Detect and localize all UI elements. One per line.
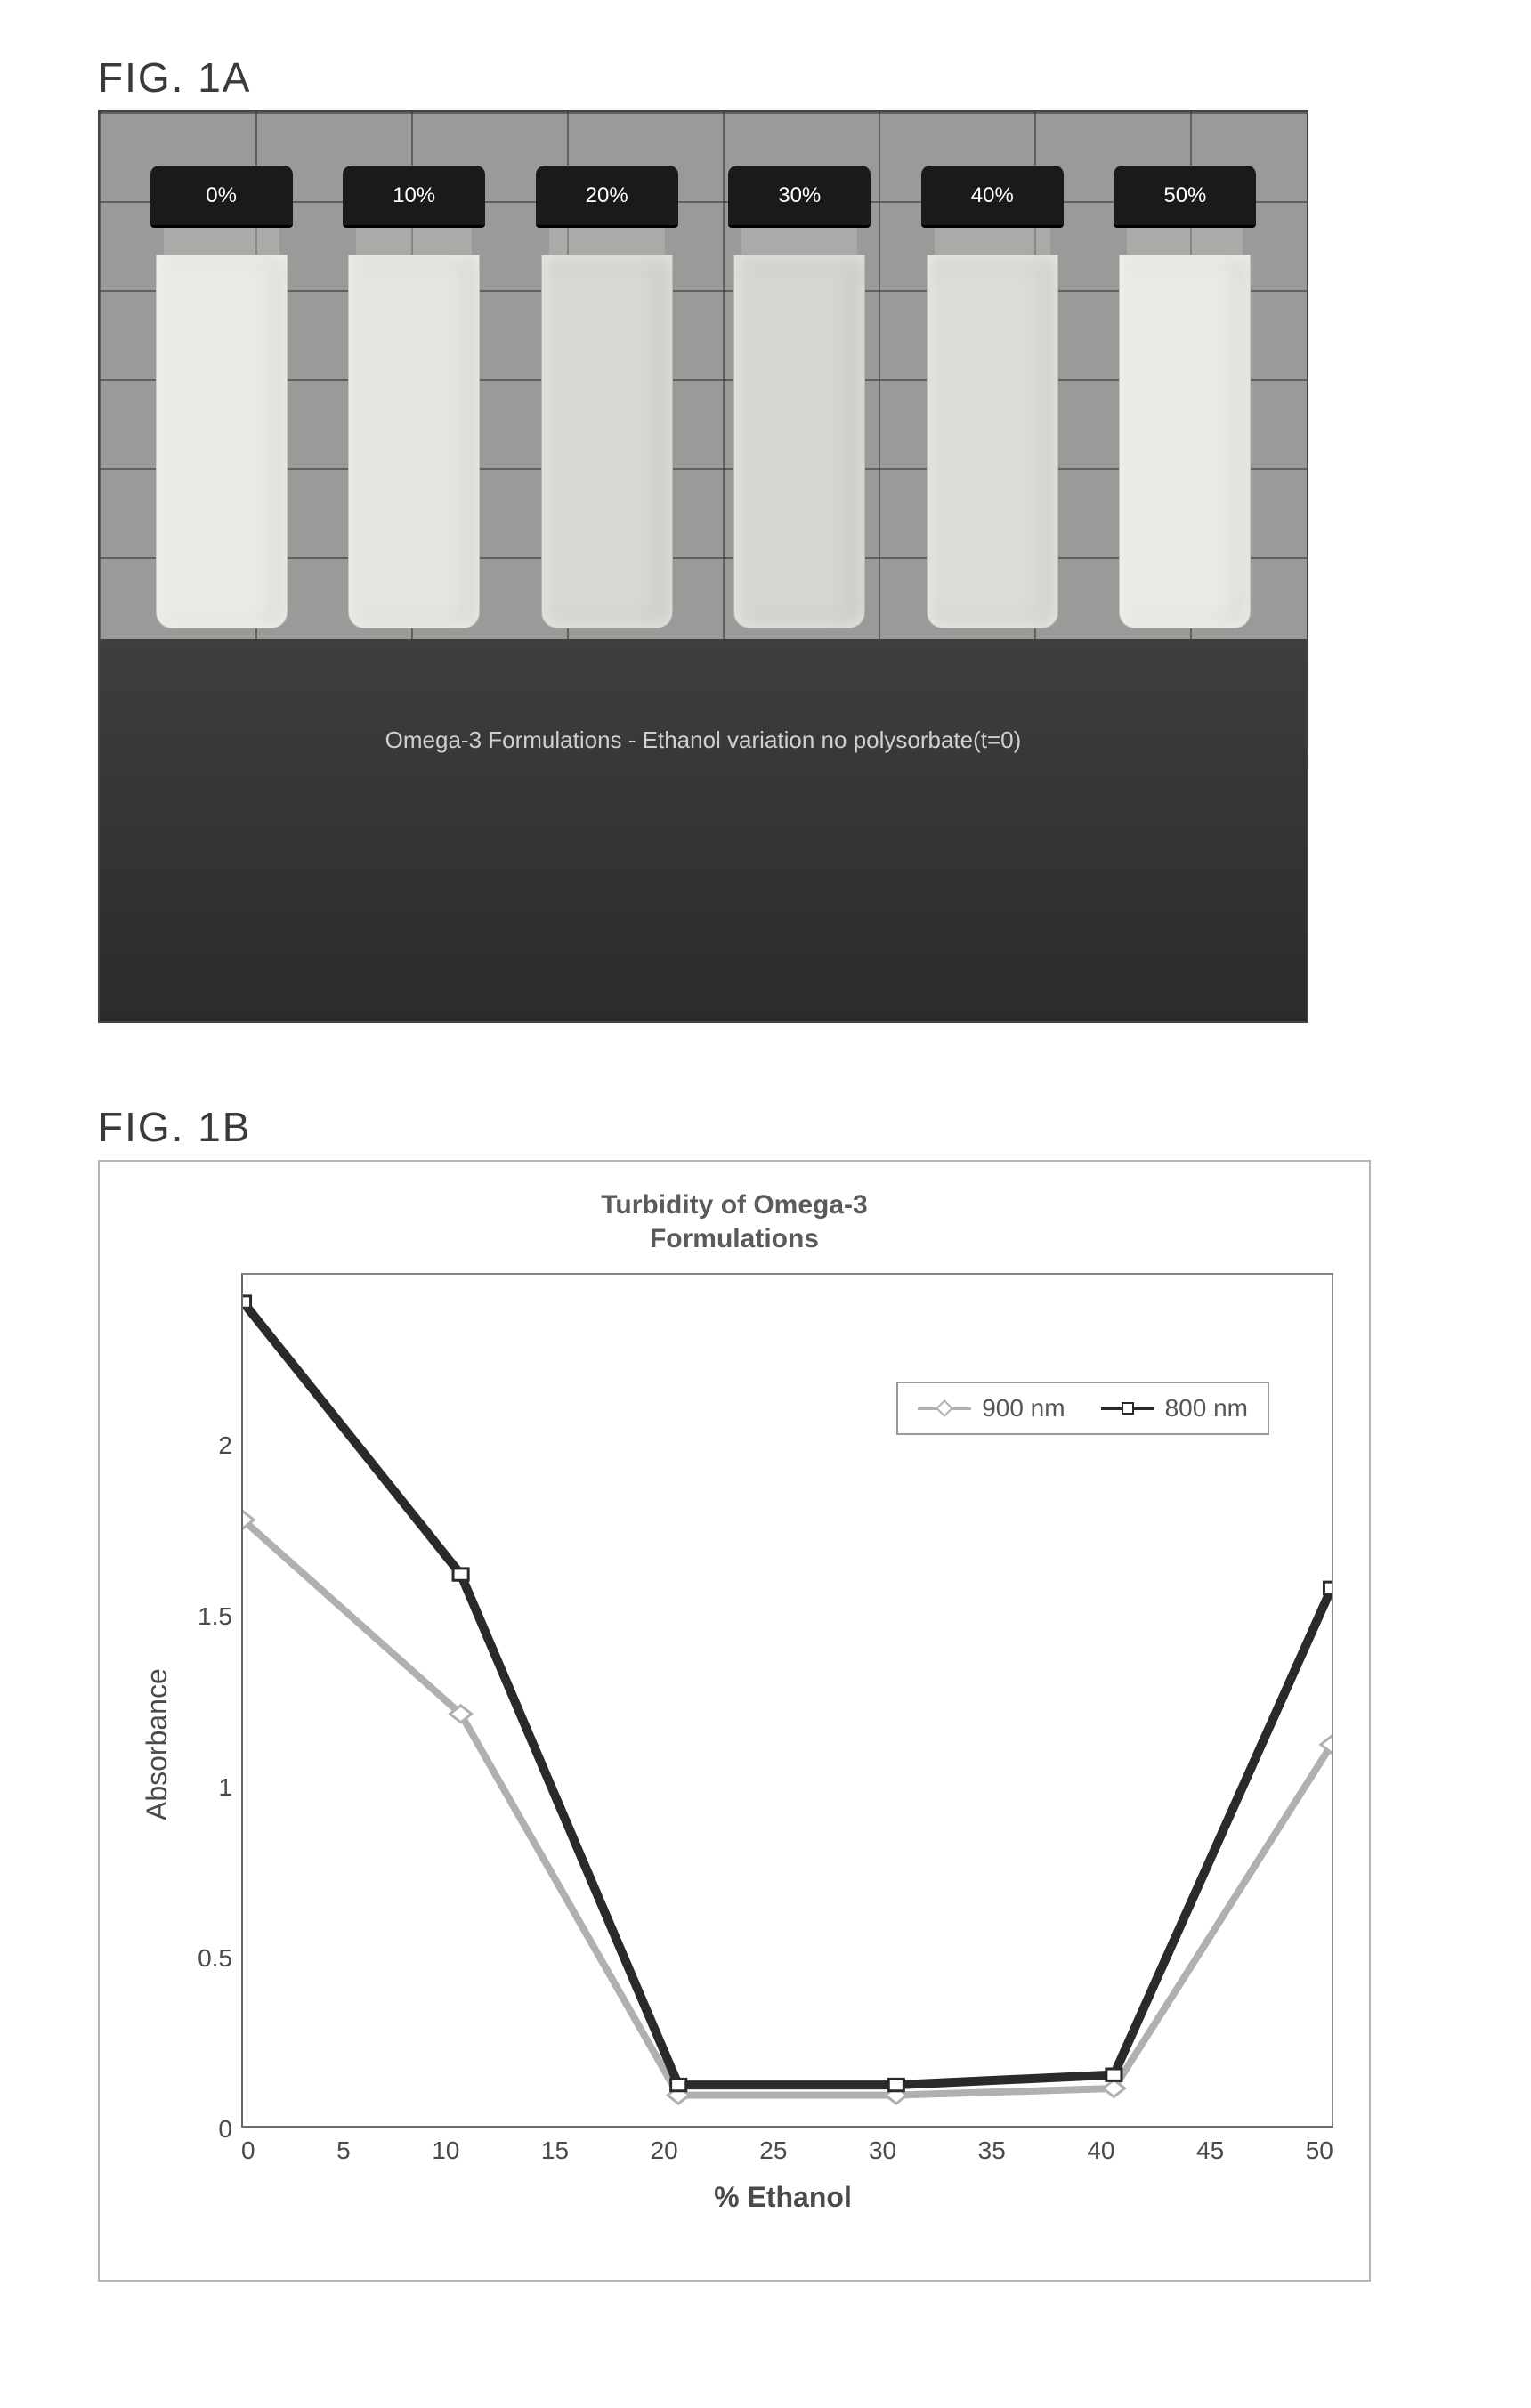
y-tick-label: 2 (218, 1431, 232, 1460)
vial-row: 0% 10% 20% 30% 40% 50% (100, 148, 1307, 628)
series-line (243, 1520, 1332, 2095)
y-tick-label: 1.5 (198, 1602, 232, 1631)
series-marker (1106, 2069, 1122, 2080)
vial-body (348, 255, 480, 628)
figure-1a-label: FIG. 1A (98, 53, 1433, 101)
x-tick-label: 15 (541, 2136, 569, 2165)
vial-cap: 40% (921, 166, 1064, 228)
legend-line-icon (918, 1407, 971, 1410)
vial-cap: 30% (728, 166, 871, 228)
legend-label: 900 nm (982, 1394, 1065, 1423)
vial: 30% (728, 166, 871, 628)
vial: 0% (150, 166, 293, 628)
series-marker (1324, 1582, 1332, 1593)
vial-body (1119, 255, 1251, 628)
vial-body (156, 255, 288, 628)
chart-title-line2: Formulations (650, 1224, 819, 1253)
plot-wrap: Absorbance 2 1.5 1 0.5 0 900 nm 800 nm 0 5 10 15… (135, 1273, 1333, 2217)
vial: 50% (1114, 166, 1256, 628)
x-tick-label: 40 (1087, 2136, 1114, 2165)
x-tick-label: 0 (241, 2136, 255, 2165)
figure-1b-label: FIG. 1B (98, 1103, 1433, 1151)
y-tick-label: 1 (218, 1773, 232, 1802)
vial-cap: 10% (343, 166, 485, 228)
x-tick-label: 30 (869, 2136, 896, 2165)
vial-neck (356, 228, 472, 255)
vial-body (733, 255, 865, 628)
vial-neck (549, 228, 665, 255)
chart-container: Turbidity of Omega-3 Formulations Absorb… (98, 1160, 1371, 2282)
legend-marker-icon (1122, 1402, 1134, 1415)
plot-column: 900 nm 800 nm 0 5 10 15 20 25 30 35 40 45 50 % Etha… (232, 1273, 1333, 2217)
vial-cap: 20% (536, 166, 678, 228)
y-ticks: 21.510.50 (179, 1273, 232, 2128)
x-tick-label: 50 (1306, 2136, 1333, 2165)
legend-line-icon (1101, 1407, 1154, 1410)
plot-area: 900 nm 800 nm (241, 1273, 1333, 2128)
vial-neck (935, 228, 1050, 255)
x-axis-label: % Ethanol (232, 2181, 1333, 2214)
y-tick-label: 0.5 (198, 1944, 232, 1973)
series-marker (453, 1569, 468, 1580)
series-marker (1321, 1736, 1332, 1753)
x-tick-label: 20 (651, 2136, 678, 2165)
series-marker (671, 2079, 686, 2090)
vial: 40% (921, 166, 1064, 628)
y-axis-label: Absorbance (135, 1273, 179, 2217)
vial-cap: 0% (150, 166, 293, 228)
vial: 20% (536, 166, 678, 628)
vial-body (541, 255, 673, 628)
vial-neck (1127, 228, 1243, 255)
chart-title: Turbidity of Omega-3 Formulations (135, 1188, 1333, 1255)
legend-label: 800 nm (1165, 1394, 1248, 1423)
x-tick-label: 5 (336, 2136, 351, 2165)
x-tick-label: 45 (1196, 2136, 1224, 2165)
x-tick-label: 10 (432, 2136, 459, 2165)
vial-body (927, 255, 1058, 628)
legend-item: 800 nm (1101, 1394, 1248, 1423)
vial-neck (164, 228, 279, 255)
series-marker (243, 1296, 251, 1308)
vial-cap: 50% (1114, 166, 1256, 228)
y-tick-label: 0 (218, 2115, 232, 2144)
legend: 900 nm 800 nm (896, 1382, 1269, 1435)
vial-neck (741, 228, 857, 255)
series-marker (888, 2079, 903, 2090)
x-tick-label: 35 (978, 2136, 1006, 2165)
legend-marker-icon (936, 1399, 953, 1417)
legend-item: 900 nm (918, 1394, 1065, 1423)
x-tick-label: 25 (759, 2136, 787, 2165)
vial: 10% (343, 166, 485, 628)
x-ticks: 0 5 10 15 20 25 30 35 40 45 50 (241, 2136, 1333, 2165)
figure-1a-photo: 0% 10% 20% 30% 40% 50% Omega-3 Formulations -… (98, 110, 1308, 1023)
photo-caption: Omega-3 Formulations - Ethanol variation… (100, 726, 1307, 754)
chart-title-line1: Turbidity of Omega-3 (601, 1190, 867, 1220)
